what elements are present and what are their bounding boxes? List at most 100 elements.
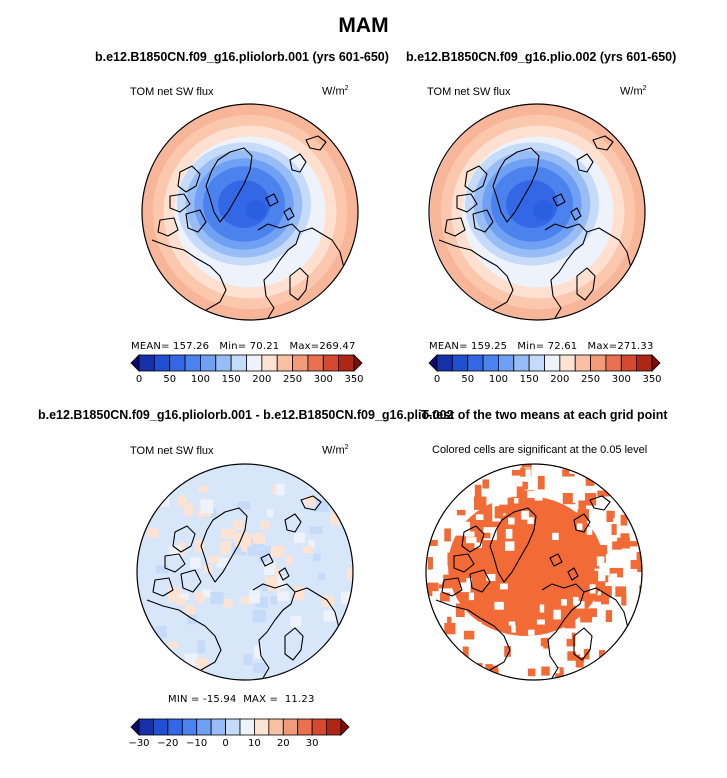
non-significant-cell: [511, 625, 516, 633]
difference-cell: [277, 591, 290, 601]
colorbar-swatch: [130, 718, 140, 736]
colorbar-swatch: [307, 354, 324, 372]
panel-2-stats: MEAN= 159.25 Min= 72.61 Max=271.33: [429, 341, 654, 352]
colorbar-swatch: [297, 718, 313, 736]
colorbar-tick-label: 200: [550, 374, 570, 385]
difference-cell: [340, 621, 352, 629]
significance-cell: [537, 475, 545, 490]
significance-cell: [605, 554, 612, 561]
difference-cell: [353, 558, 366, 566]
coastline-path: [169, 193, 191, 213]
colorbar-tick-label: 350: [344, 374, 364, 385]
coastline-path: [278, 567, 290, 581]
significance-cell: [466, 537, 477, 544]
colorbar-tick-label: −20: [157, 738, 179, 749]
significance-cell: [578, 529, 590, 542]
colorbar-swatch: [196, 718, 212, 736]
coastline-path: [200, 507, 248, 583]
difference-cell: [198, 485, 208, 493]
colorbar-swatch: [215, 354, 232, 372]
colorbar-swatch: [181, 718, 198, 736]
coastline-path: [300, 495, 322, 511]
coastline-path: [472, 209, 494, 233]
significance-cell: [571, 662, 584, 668]
coastline-path: [252, 583, 296, 679]
colorbar-swatch: [276, 354, 293, 372]
difference-cell: [190, 557, 201, 569]
significance-cell: [471, 644, 485, 655]
significance-cell: [426, 588, 433, 597]
significance-cell: [455, 603, 465, 618]
difference-cell: [347, 568, 353, 580]
difference-cell: [253, 532, 265, 544]
significance-cell: [500, 515, 507, 527]
coastline-path: [260, 553, 274, 567]
coastline-path: [567, 567, 579, 581]
non-significant-cell: [465, 531, 475, 537]
colorbar-tick-label: −30: [128, 738, 150, 749]
difference-cell: [304, 495, 316, 506]
significance-cell: [531, 456, 545, 463]
coastline-path: [205, 147, 253, 223]
significance-cell: [508, 679, 516, 680]
coastline-path: [435, 599, 511, 671]
difference-cell: [340, 591, 353, 604]
significance-field: [426, 456, 642, 680]
significance-cell: [609, 597, 615, 604]
difference-cell: [247, 546, 259, 556]
colorbar-tick-label: 250: [283, 374, 303, 385]
colorbar-tick-label: 50: [461, 374, 475, 385]
colorbar-swatch: [200, 354, 217, 372]
panel-1-colorbar: [130, 354, 363, 372]
colorbar-swatch: [246, 354, 263, 372]
significance-cell: [588, 608, 597, 617]
difference-cell: [323, 610, 337, 622]
significance-cell: [444, 528, 451, 542]
colorbar-swatch: [153, 718, 169, 736]
significance-cell: [579, 669, 592, 680]
significance-cell: [606, 510, 615, 519]
colorbar-swatch: [322, 354, 340, 372]
significance-cell: [615, 586, 627, 597]
colorbar-swatch: [167, 718, 183, 736]
difference-cell: [274, 568, 281, 580]
significance-cell: [591, 560, 600, 569]
significance-cell: [475, 622, 482, 632]
significance-cell: [531, 505, 545, 517]
difference-cell: [221, 528, 235, 539]
difference-cell: [276, 483, 285, 496]
difference-cell: [293, 532, 306, 543]
colorbar-swatch: [210, 718, 226, 736]
difference-cell: [184, 653, 199, 666]
significance-cell: [530, 493, 543, 501]
colorbar-swatch: [651, 354, 661, 372]
difference-field: [137, 464, 366, 680]
coastline-path: [444, 217, 466, 237]
panel-3-stats: MIN = -15.94 MAX = 11.23: [168, 694, 315, 705]
significance-cell: [611, 523, 617, 535]
panel-3-units: W/m2: [322, 444, 349, 457]
significance-cell: [612, 541, 622, 550]
coastline-path: [284, 513, 302, 533]
difference-cell: [303, 545, 313, 554]
map-border: [425, 463, 643, 681]
colorbar-tick-label: 150: [221, 374, 241, 385]
significance-cell: [521, 464, 532, 468]
colorbar-swatch: [340, 718, 350, 736]
panel-2-map: [428, 103, 646, 321]
significance-cell: [474, 542, 482, 548]
difference-cell: [168, 641, 179, 648]
significance-cell: [573, 656, 585, 663]
coastline-path: [151, 239, 227, 311]
significance-cell: [525, 469, 531, 482]
coastlines: [146, 495, 340, 679]
colorbar-tick-label: 50: [163, 374, 177, 385]
significance-cell: [609, 567, 624, 578]
significance-cell: [485, 664, 493, 670]
difference-cell: [195, 540, 205, 553]
colorbar-swatch: [513, 354, 530, 372]
colorbar-swatch: [559, 354, 576, 372]
difference-cell: [277, 575, 286, 589]
colorbar-swatch: [254, 718, 270, 736]
significance-cell: [544, 500, 555, 509]
